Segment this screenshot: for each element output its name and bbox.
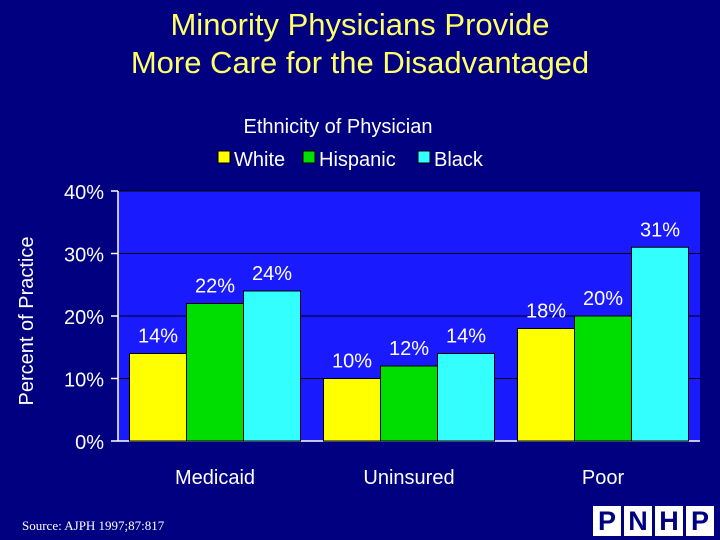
legend-label-hispanic: Hispanic: [319, 149, 396, 171]
x-tick-label: Poor: [582, 467, 625, 489]
y-axis-label: Percent of Practice: [16, 237, 38, 406]
pnhp-logo: P N H P: [593, 506, 714, 536]
bar-black: [243, 290, 301, 442]
y-tick-label: 30%: [64, 245, 104, 267]
legend-label-white: White: [234, 149, 285, 171]
legend-label-black: Black: [434, 149, 484, 171]
legend-swatch-black: [417, 150, 431, 164]
data-label: 24%: [252, 263, 292, 285]
x-tick-label: Medicaid: [175, 467, 255, 489]
data-label: 18%: [526, 301, 566, 323]
y-tick-label: 0%: [75, 432, 104, 454]
data-label: 10%: [332, 351, 372, 373]
legend-swatch-white: [217, 150, 231, 164]
y-tick-label: 40%: [64, 182, 104, 204]
chart-title: Minority Physicians Provide More Care fo…: [0, 6, 720, 82]
bar-white: [129, 353, 187, 442]
bar-black: [631, 246, 689, 442]
bar-black: [437, 353, 495, 442]
bar-white: [323, 378, 381, 442]
logo-letter: P: [593, 506, 621, 536]
title-line-2: More Care for the Disadvantaged: [130, 45, 590, 80]
logo-letter: N: [624, 506, 652, 536]
bar-white: [517, 328, 575, 442]
y-tick-label: 20%: [64, 307, 104, 329]
legend-swatch-hispanic: [302, 150, 316, 164]
bar-hispanic: [574, 315, 632, 442]
data-label: 14%: [446, 326, 486, 348]
data-label: 31%: [640, 219, 680, 241]
legend-title: Ethnicity of Physician: [244, 116, 433, 138]
source-citation: Source: AJPH 1997;87:817: [22, 518, 165, 533]
x-tick-label: Uninsured: [363, 467, 454, 489]
title-line-1: Minority Physicians Provide: [170, 7, 550, 42]
logo-letter: P: [686, 506, 714, 536]
y-tick-label: 10%: [64, 370, 104, 392]
data-label: 22%: [195, 276, 235, 298]
logo-letter: H: [655, 506, 683, 536]
data-label: 14%: [138, 326, 178, 348]
data-label: 12%: [389, 338, 429, 360]
bar-hispanic: [380, 365, 438, 442]
bar-hispanic: [186, 303, 244, 442]
data-label: 20%: [583, 288, 623, 310]
